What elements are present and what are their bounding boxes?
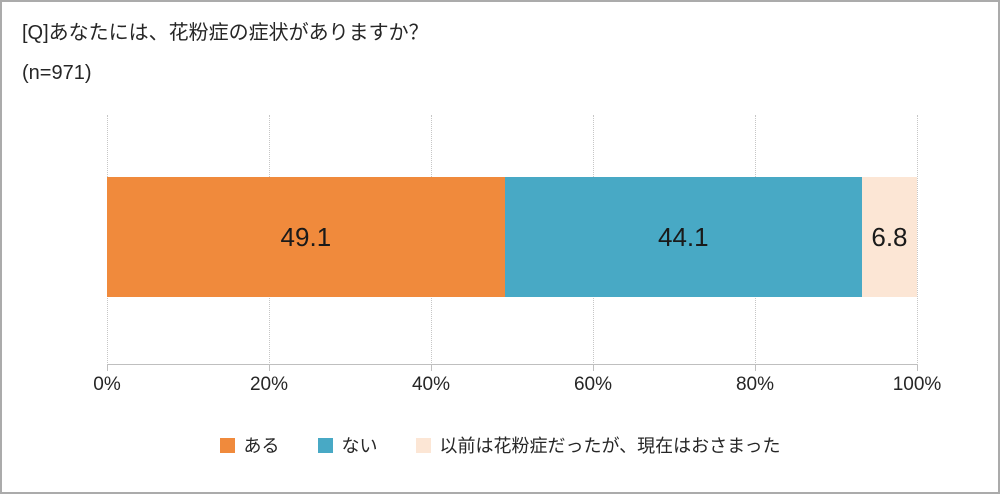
x-tick-label: 100% bbox=[892, 374, 942, 395]
x-axis-tickmark bbox=[107, 365, 108, 371]
x-axis-tickmark bbox=[755, 365, 756, 371]
legend-item: ある bbox=[219, 432, 280, 458]
plot-area: 49.1 44.1 6.8 bbox=[107, 115, 918, 371]
chart-title: [Q]あなたには、花粉症の症状がありますか？ bbox=[22, 22, 429, 44]
bar-value-label: 44.1 bbox=[658, 221, 709, 252]
x-tick-label: 20% bbox=[249, 374, 289, 395]
bar-segment-1: 49.1 bbox=[107, 177, 505, 297]
stacked-bar: 49.1 44.1 6.8 bbox=[107, 177, 917, 297]
bar-value-label: 6.8 bbox=[871, 221, 908, 252]
sample-size-label: (n=971) bbox=[22, 62, 92, 84]
legend-label: ない bbox=[341, 436, 378, 456]
x-axis-labels: 0% 20% 40% 60% 80% 100% bbox=[93, 374, 941, 400]
x-axis-tickmark bbox=[431, 365, 432, 371]
legend-item: 以前は花粉症だったが、現在はおさまった bbox=[415, 432, 781, 458]
legend-swatch bbox=[317, 437, 333, 453]
bar-value-label: 49.1 bbox=[280, 221, 332, 252]
x-axis-tickmark bbox=[269, 365, 270, 371]
bar-segment-2: 44.1 bbox=[504, 177, 862, 297]
x-axis-line bbox=[107, 364, 917, 365]
legend-item: ない bbox=[317, 432, 378, 458]
legend-label: 以前は花粉症だったが、現在はおさまった bbox=[439, 436, 781, 456]
x-axis-tickmark bbox=[917, 365, 918, 371]
x-tick-label: 0% bbox=[93, 374, 121, 395]
legend-label: ある bbox=[243, 436, 280, 456]
x-axis-tickmark bbox=[593, 365, 594, 371]
gridline bbox=[917, 115, 918, 365]
legend-swatch bbox=[219, 437, 235, 453]
x-tick-label: 80% bbox=[735, 374, 775, 395]
x-tick-label: 60% bbox=[573, 374, 613, 395]
legend: ある ない 以前は花粉症だったが、現在はおさまった bbox=[2, 432, 998, 458]
x-tick-label: 40% bbox=[411, 374, 451, 395]
bar-segment-3: 6.8 bbox=[861, 177, 917, 297]
legend-swatch bbox=[415, 437, 431, 453]
